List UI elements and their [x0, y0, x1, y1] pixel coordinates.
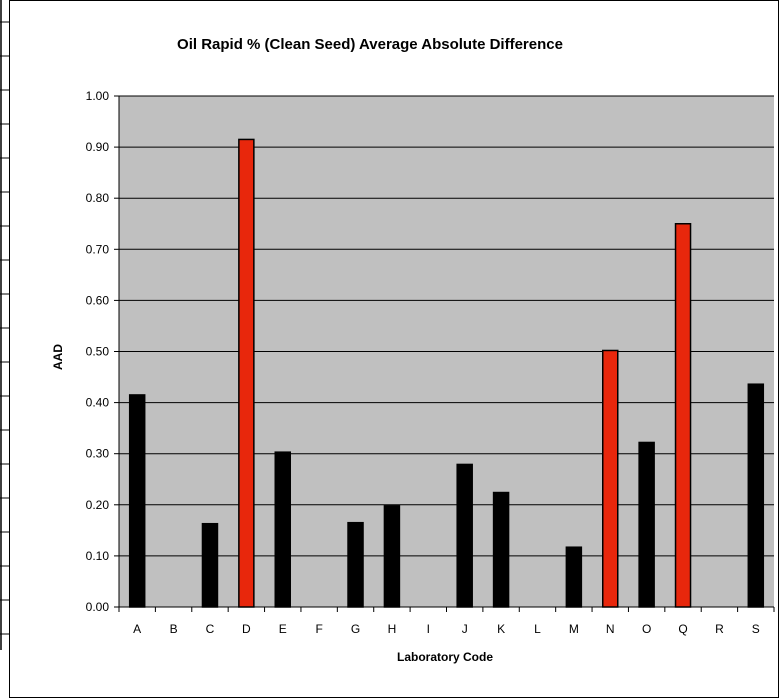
y-tick-label: 1.00 — [86, 89, 110, 103]
y-tick-label: 0.30 — [86, 447, 110, 461]
left-edge-ticks — [0, 0, 9, 650]
x-tick-label-k: K — [497, 622, 505, 636]
y-tick-label: 0.50 — [86, 345, 110, 359]
x-tick-label-o: O — [642, 622, 651, 636]
y-tick-labels: 0.00 0.10 0.20 0.30 0.40 0.50 0.60 0.70 0.80 0.90… — [86, 89, 110, 614]
x-tick-label-e: E — [279, 622, 287, 636]
x-tick-label-r: R — [715, 622, 724, 636]
bar-e — [274, 451, 291, 608]
y-tick-label: 0.60 — [86, 293, 110, 307]
y-axis-label: AAD — [51, 344, 65, 370]
x-tick-label-f: F — [315, 622, 322, 636]
bar-h — [383, 505, 401, 608]
x-tick-label-d: D — [242, 622, 251, 636]
x-tick-label-j: J — [462, 622, 468, 636]
x-tick-label-h: H — [388, 622, 397, 636]
bar-c — [201, 522, 219, 608]
x-tick-label-a: A — [133, 622, 141, 636]
y-tick-label: 0.70 — [86, 242, 110, 256]
chart-frame: Oil Rapid % (Clean Seed) Average Absolut… — [9, 0, 779, 698]
gridlines — [119, 95, 774, 557]
chart-title: Oil Rapid % (Clean Seed) Average Absolut… — [177, 36, 563, 53]
x-tick-label-c: C — [206, 622, 215, 636]
bar-a — [128, 394, 146, 608]
bar-g — [347, 521, 364, 608]
x-tick-label-b: B — [170, 622, 178, 636]
x-tick-label-l: L — [534, 622, 541, 636]
x-tick-label-s: S — [752, 622, 760, 636]
oil-rapid-aad-bar-chart: Oil Rapid % (Clean Seed) Average Absolut… — [51, 36, 775, 664]
x-tick-label-i: I — [427, 622, 430, 636]
y-tick-label: 0.00 — [86, 600, 110, 614]
y-tick-label: 0.40 — [86, 396, 110, 410]
bar-d — [238, 138, 255, 608]
x-axis-label: Laboratory Code — [397, 650, 493, 664]
y-tick-label: 0.10 — [86, 549, 110, 563]
y-tick-label: 0.20 — [86, 498, 110, 512]
bar-j — [456, 463, 473, 608]
x-tick-label-n: N — [606, 622, 615, 636]
x-tick-label-m: M — [569, 622, 579, 636]
bar-k — [492, 491, 510, 608]
bar-n — [602, 349, 619, 608]
bar-s — [747, 383, 765, 608]
bar-o — [638, 441, 655, 608]
y-tick-label: 0.80 — [86, 191, 110, 205]
axes — [114, 95, 775, 612]
y-tick-label: 0.90 — [86, 140, 110, 154]
x-tick-label-g: G — [351, 622, 360, 636]
bar-m — [565, 546, 583, 608]
bar-q — [674, 223, 692, 608]
x-tick-label-q: Q — [678, 622, 687, 636]
